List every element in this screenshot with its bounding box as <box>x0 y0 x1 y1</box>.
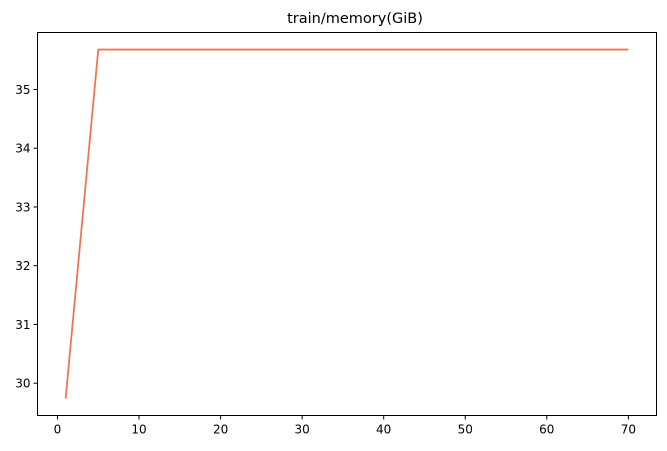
plot-area-frame <box>37 32 657 416</box>
y-tick-label: 33 <box>15 200 30 214</box>
series-line-0 <box>64 48 629 399</box>
x-tick-label: 10 <box>131 423 146 437</box>
x-tick-label: 20 <box>213 423 228 437</box>
x-tick-label: 30 <box>295 423 310 437</box>
y-axis: 30 31 32 33 34 35 <box>15 83 38 391</box>
x-tick-label: 0 <box>54 423 62 437</box>
x-tick-label: 70 <box>621 423 636 437</box>
y-tick-label: 34 <box>15 142 30 156</box>
x-axis: 0 10 20 30 40 50 60 70 <box>54 415 636 437</box>
series-layer <box>64 48 629 399</box>
y-tick-label: 30 <box>15 377 30 391</box>
y-tick-label: 35 <box>15 83 30 97</box>
x-tick-label: 40 <box>376 423 391 437</box>
chart-title: train/memory(GiB) <box>287 11 423 27</box>
y-tick-label: 31 <box>15 318 30 332</box>
y-tick-label: 32 <box>15 259 30 273</box>
x-tick-label: 50 <box>458 423 473 437</box>
x-tick-label: 60 <box>539 423 554 437</box>
